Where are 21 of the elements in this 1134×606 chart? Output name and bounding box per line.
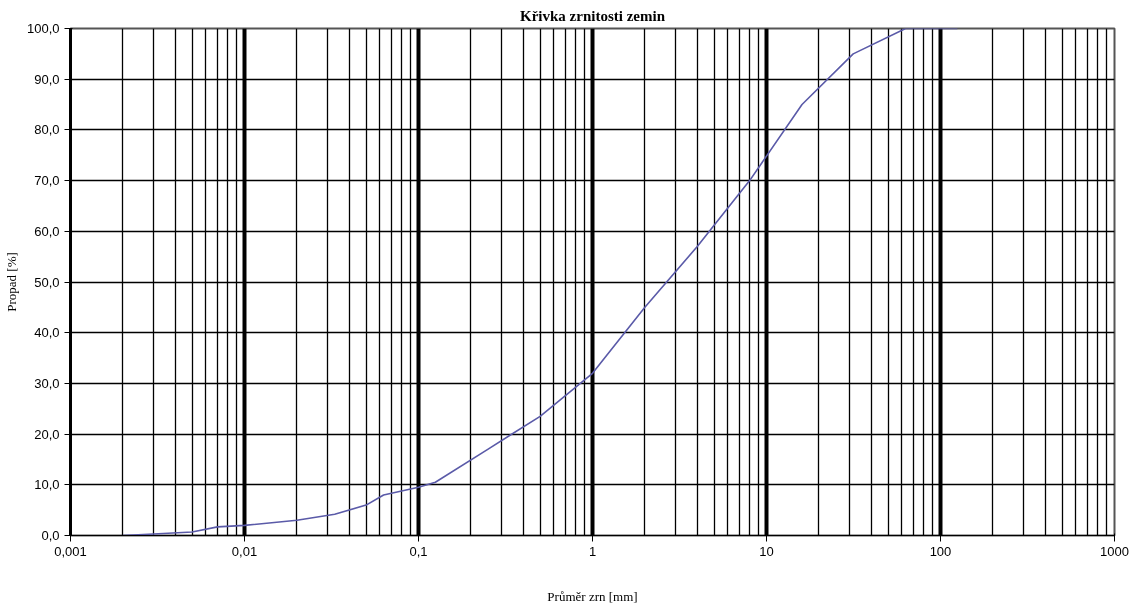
y-tick-label: 60,0	[34, 223, 60, 239]
y-tick-label: 0,0	[41, 528, 60, 543]
y-tick-label: 90,0	[34, 71, 60, 87]
y-tick-label: 20,0	[34, 426, 60, 442]
x-tick-label: 0,1	[409, 543, 428, 559]
x-tick-label: 10	[759, 543, 774, 559]
x-tick-label: 1	[588, 543, 597, 559]
y-tick-label: 10,0	[34, 477, 60, 493]
x-axis-title: Průměr zrn [mm]	[547, 588, 638, 604]
y-tick-label: 30,0	[34, 375, 60, 391]
x-tick-label: 0,01	[231, 543, 258, 559]
x-tick-label: 100	[929, 543, 952, 559]
y-tick-label: 50,0	[34, 274, 60, 290]
y-tick-label: 80,0	[34, 122, 60, 138]
y-axis-title: Propad [%]	[3, 252, 19, 312]
y-tick-label: 70,0	[34, 173, 60, 189]
y-tick-label: 40,0	[34, 325, 60, 341]
chart-title: Křivka zrnitosti zemin	[520, 7, 666, 24]
y-tick-label: 100,0	[26, 21, 60, 36]
x-tick-label: 0,001	[54, 543, 87, 559]
x-tick-label: 1000	[1100, 543, 1129, 559]
